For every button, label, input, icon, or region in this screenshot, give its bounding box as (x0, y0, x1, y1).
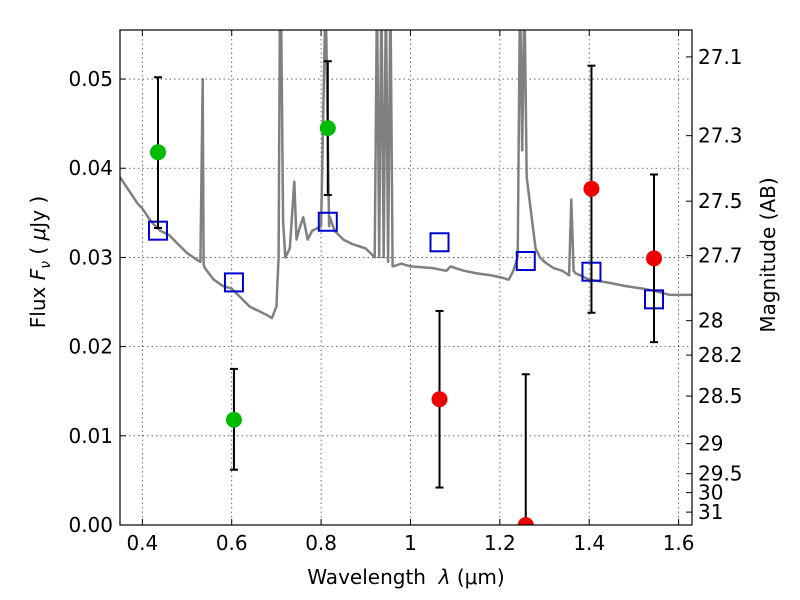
y-tick-label: 0.01 (68, 424, 113, 448)
x-tick-label: 0.6 (216, 531, 248, 555)
series-layer (120, 30, 692, 525)
y2-tick-label: 31 (698, 500, 723, 524)
photometry-box (317, 211, 338, 232)
error-bars (153, 60, 659, 525)
axis-ticks: 0.4 0.6 0.8 1 1.2 1.4 1.6 0.00 0.01 0.02 0.03 0.04 0… (68, 30, 743, 555)
y-tick-label: 0.03 (68, 245, 113, 269)
red-data-point (583, 180, 600, 197)
y2-axis-label: Magnitude (AB) (756, 177, 780, 332)
x-tick-label: 1.6 (663, 531, 695, 555)
red-data-point (431, 391, 448, 408)
green-data-point (149, 144, 166, 161)
photometry-box (429, 232, 450, 253)
y-tick-label: 0.00 (68, 513, 113, 537)
y2-tick-label: 28.5 (698, 384, 743, 408)
y2-tick-label: 27.5 (698, 189, 743, 213)
red-data-point (646, 250, 663, 267)
green-data-point (319, 120, 336, 137)
y2-tick-label: 29 (698, 432, 723, 456)
y2-tick-label: 28.2 (698, 343, 743, 367)
x-axis-label: Wavelength λ (μm) (307, 565, 504, 589)
red-data-point (517, 517, 534, 525)
y2-tick-label: 29.5 (698, 462, 743, 486)
y-axis-label: Flux Fν ( μJy ) (26, 196, 54, 328)
y-tick-label: 0.04 (68, 156, 113, 180)
y2-tick-label: 27.1 (698, 45, 743, 69)
photometry-boxes (147, 211, 665, 310)
x-tick-label: 0.8 (305, 531, 337, 555)
y2-tick-label: 30 (698, 481, 723, 505)
green-data-point (225, 411, 242, 428)
photometry-box (515, 251, 536, 271)
y2-tick-label: 28 (698, 309, 723, 333)
photometry-box (223, 272, 244, 293)
x-tick-label: 0.4 (126, 531, 158, 555)
x-tick-label: 1 (404, 531, 417, 555)
y-tick-label: 0.05 (68, 67, 113, 91)
x-tick-label: 1.4 (573, 531, 605, 555)
model-spectrum-line (120, 30, 692, 320)
plot-frame (119, 29, 693, 526)
measured-points (149, 120, 663, 525)
x-tick-label: 1.2 (484, 531, 516, 555)
y-tick-label: 0.02 (68, 335, 113, 359)
y2-tick-label: 27.3 (698, 124, 743, 148)
y2-tick-label: 27.7 (698, 244, 743, 268)
grid-lines (120, 30, 692, 526)
